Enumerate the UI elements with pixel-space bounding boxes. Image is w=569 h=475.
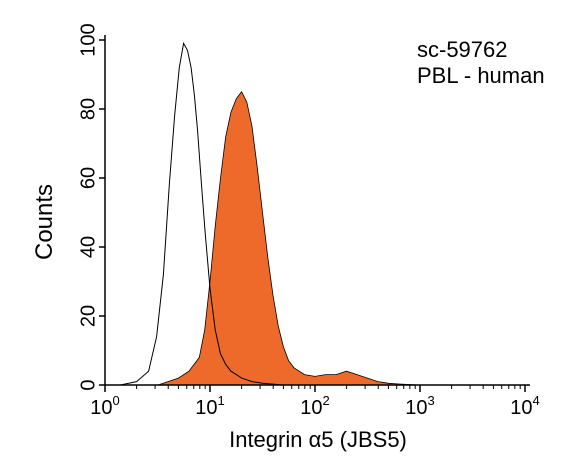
x-tick-label: 103 xyxy=(405,393,434,419)
x-tick-label: 102 xyxy=(300,393,329,419)
control-histogram-series xyxy=(120,41,284,386)
x-tick-label: 101 xyxy=(195,393,224,419)
filled-histogram-series xyxy=(157,91,421,386)
y-tick-label: 0 xyxy=(77,379,99,390)
y-tick-label: 100 xyxy=(77,23,99,56)
y-tick-label: 80 xyxy=(77,98,99,120)
annotation-sample-type: PBL - human xyxy=(417,63,545,88)
annotation-catalog-number: sc-59762 xyxy=(417,37,508,62)
y-tick-label: 40 xyxy=(77,236,99,258)
y-tick-label: 60 xyxy=(77,167,99,189)
x-axis-label: Integrin α5 (JBS5) xyxy=(229,427,407,452)
y-axis-label: Counts xyxy=(31,184,58,260)
y-tick-label: 20 xyxy=(77,305,99,327)
series-layer xyxy=(120,41,421,386)
x-tick-label: 104 xyxy=(510,393,539,419)
axes-layer xyxy=(99,35,530,392)
x-tick-label: 100 xyxy=(90,393,119,419)
tick-labels: 0 20 40 60 80 100 100 101 102 103 104 xyxy=(77,23,539,419)
